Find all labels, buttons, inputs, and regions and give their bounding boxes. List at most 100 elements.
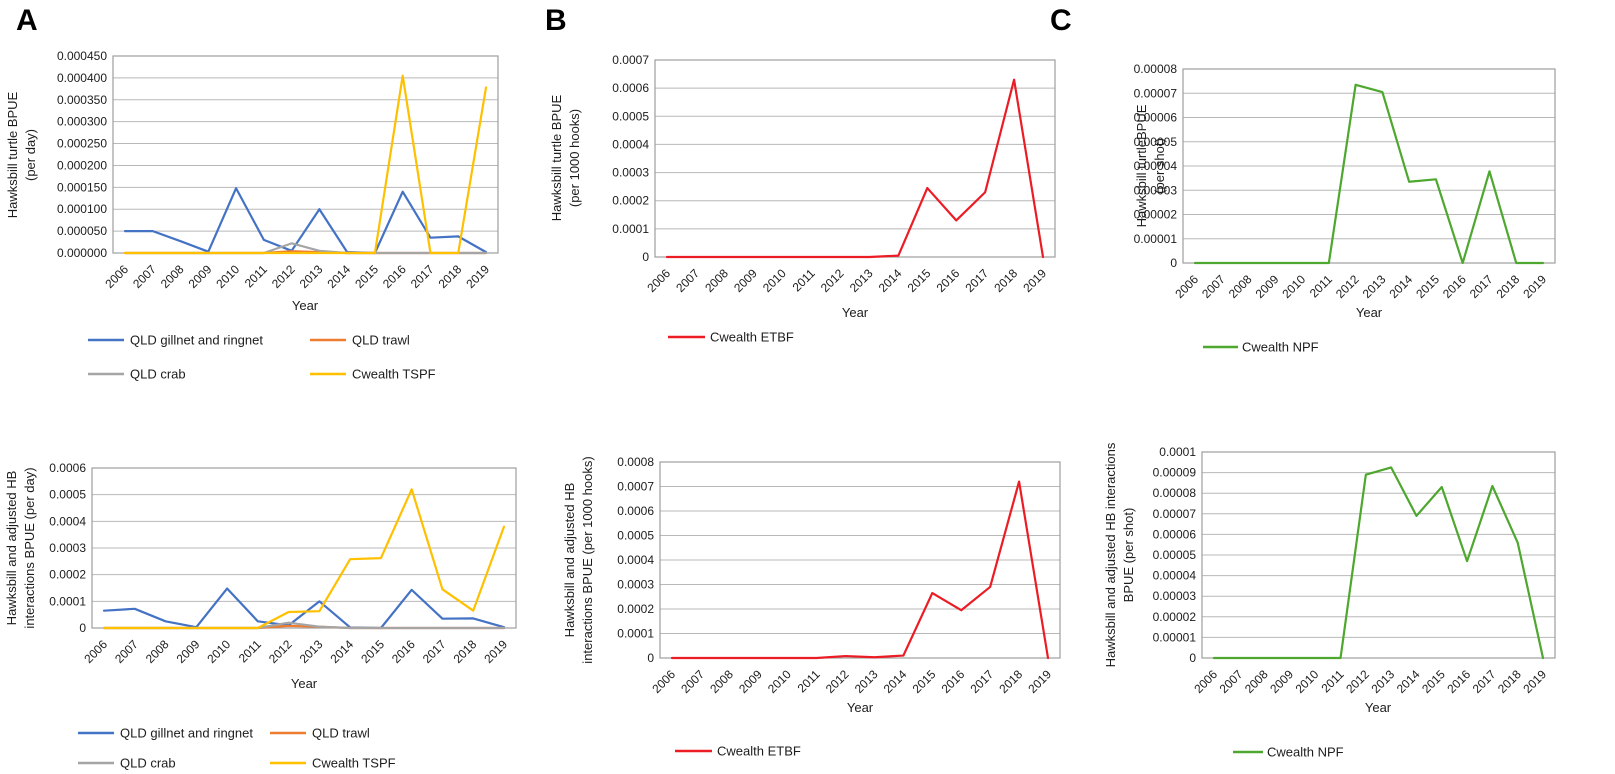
- plot-c-top: 0.00008 0.00007 0.00006 0.00005 0.00004 0.000…: [1134, 62, 1556, 355]
- x-tick-label: 2016: [1440, 272, 1469, 301]
- series-line-qld-gillnet-and-ringnet: [102, 587, 506, 630]
- x-tick-label: 2008: [158, 262, 187, 291]
- y-tick-label: 0.0001: [612, 222, 649, 236]
- y-tick-label: 0.0003: [612, 166, 649, 180]
- legend: Cwealth ETBF: [668, 330, 794, 345]
- x-tick-label: 2019: [1020, 266, 1049, 295]
- x-tick-label: 2008: [1242, 667, 1271, 696]
- y-axis-title-line: Hawksbill and adjusted HB: [4, 471, 19, 626]
- x-tick-label: 2008: [143, 637, 172, 666]
- y-tick-label: 0.0004: [49, 514, 86, 528]
- x-tick-label: 2016: [380, 262, 409, 291]
- x-tick-label: 2016: [934, 266, 963, 295]
- x-tick-label: 2014: [876, 266, 905, 295]
- x-tick-label: 2012: [823, 667, 852, 696]
- x-tick-label: 2018: [1494, 272, 1523, 301]
- x-tick-label: 2010: [213, 262, 242, 291]
- y-tick-label: 0.00007: [1153, 507, 1197, 521]
- x-axis-title: Year: [1356, 305, 1383, 320]
- x-tick-label: 2009: [186, 262, 215, 291]
- y-tick-label: 0.000150: [57, 180, 107, 194]
- y-tick-label: 0.000200: [57, 158, 107, 172]
- x-tick-label: 2012: [266, 637, 295, 666]
- series-line-cwealth-etbf: [665, 78, 1045, 259]
- plot-c-bottom: 0.0001 0.00009 0.00008 0.00007 0.00006 0.0000…: [1103, 442, 1556, 760]
- y-axis-title-line: BPUE (per shot): [1121, 508, 1136, 603]
- legend-label-cwealth-npf: Cwealth NPF: [1242, 340, 1319, 355]
- x-tick-label: 2017: [1470, 667, 1499, 696]
- x-tick-label: 2008: [707, 667, 736, 696]
- x-tick-label: 2013: [1360, 272, 1389, 301]
- y-tick-label: 0.0003: [617, 578, 654, 592]
- chart-hawksbill-turtle-bpue-per-shot: 0.00008 0.00007 0.00006 0.00005 0.00004 0.000…: [1134, 62, 1556, 355]
- y-tick-label: 0.0002: [49, 568, 86, 582]
- x-tick-label: 2011: [242, 262, 270, 290]
- x-tick-label: 2016: [939, 667, 968, 696]
- chart-hawksbill-turtle-bpue-per-1000-hooks: 0.0007 0.0006 0.0005 0.0004 0.0003 0.0002 0.00…: [549, 53, 1056, 345]
- x-tick-label: 2014: [1394, 667, 1423, 696]
- y-tick-label: 0: [642, 250, 649, 264]
- x-tick-label: 2007: [112, 637, 141, 666]
- x-tick-label: 2011: [1307, 272, 1335, 300]
- y-tick-label: 0.0003: [49, 541, 86, 555]
- legend: Cwealth NPF: [1203, 340, 1319, 355]
- x-tick-label: 2014: [1386, 272, 1415, 301]
- y-tick-label: 0.00005: [1153, 548, 1197, 562]
- series-line-cwealth-npf: [1193, 83, 1545, 265]
- x-axis-title: Year: [292, 298, 319, 313]
- x-tick-label: 2014: [324, 262, 353, 291]
- x-tick-label: 2009: [736, 667, 765, 696]
- y-axis-title: Hawksbill and adjusted HB interactions BP…: [562, 456, 595, 663]
- x-tick-label: 2009: [174, 637, 203, 666]
- x-tick-label: 2012: [818, 266, 847, 295]
- plot-a-top: 0.000450 0.000400 0.000350 0.000300 0.000250…: [5, 49, 499, 382]
- y-axis-title-line: Hawksbill and adjusted HB interactions: [1103, 442, 1118, 667]
- x-tick-label: 2007: [130, 262, 159, 291]
- x-tick-label: 2006: [81, 637, 110, 666]
- y-axis-title-line: (per shot): [1152, 138, 1167, 194]
- legend-label-qld-crab: QLD crab: [130, 367, 186, 382]
- x-tick-label: 2015: [352, 262, 381, 291]
- y-axis-title-line: Hawksbill turtle BPUE: [5, 91, 20, 218]
- x-tick-label: 2010: [760, 266, 789, 295]
- y-tick-label: 0.00002: [1134, 208, 1178, 222]
- y-tick-label: 0.00004: [1153, 569, 1197, 583]
- x-tick-label: 2006: [1191, 667, 1220, 696]
- panel-label-b: B: [545, 4, 567, 37]
- legend-label-cwealth-etbf: Cwealth ETBF: [717, 744, 801, 759]
- y-axis-title-line: Hawksbill turtleBPUE: [1134, 104, 1149, 227]
- y-tick-label: 0: [1170, 256, 1177, 270]
- plot-border: [112, 55, 499, 254]
- x-tick-label: 2009: [1267, 667, 1296, 696]
- x-tick-label: 2019: [463, 262, 492, 291]
- y-tick-label: 0.0001: [617, 627, 654, 641]
- x-tick-label: 2018: [436, 262, 465, 291]
- y-axis-title-line: interactions BPUE (per day): [22, 467, 37, 628]
- x-tick-label: 2006: [1172, 272, 1201, 301]
- series-line-cwealth-tspf: [102, 488, 506, 630]
- plot-border: [91, 467, 517, 629]
- y-axis-title-line: interactions BPUE (per 1000 hooks): [580, 456, 595, 663]
- y-tick-label: 0.00002: [1153, 610, 1197, 624]
- x-tick-label: 2006: [102, 262, 131, 291]
- y-tick-label: 0.00001: [1134, 232, 1178, 246]
- x-tick-label: 2018: [991, 266, 1020, 295]
- x-tick-label: 2013: [852, 667, 881, 696]
- legend-label-qld-gillnet-and-ringnet: QLD gillnet and ringnet: [120, 726, 253, 741]
- y-tick-label: 0.000300: [57, 115, 107, 129]
- y-tick-label: 0.000350: [57, 93, 107, 107]
- y-tick-label: 0.0006: [49, 461, 86, 475]
- y-tick-label: 0.0004: [612, 137, 649, 151]
- x-tick-label: 2010: [1293, 667, 1322, 696]
- x-tick-label: 2017: [1467, 272, 1496, 301]
- y-tick-label: 0.000000: [57, 246, 107, 260]
- y-tick-label: 0.000050: [57, 224, 107, 238]
- y-tick-label: 0.00006: [1153, 527, 1197, 541]
- x-tick-label: 2013: [1368, 667, 1397, 696]
- y-tick-label: 0.000100: [57, 202, 107, 216]
- x-tick-label: 2011: [790, 266, 818, 294]
- x-tick-label: 2013: [297, 637, 326, 666]
- x-tick-label: 2013: [297, 262, 326, 291]
- x-tick-label: 2015: [358, 637, 387, 666]
